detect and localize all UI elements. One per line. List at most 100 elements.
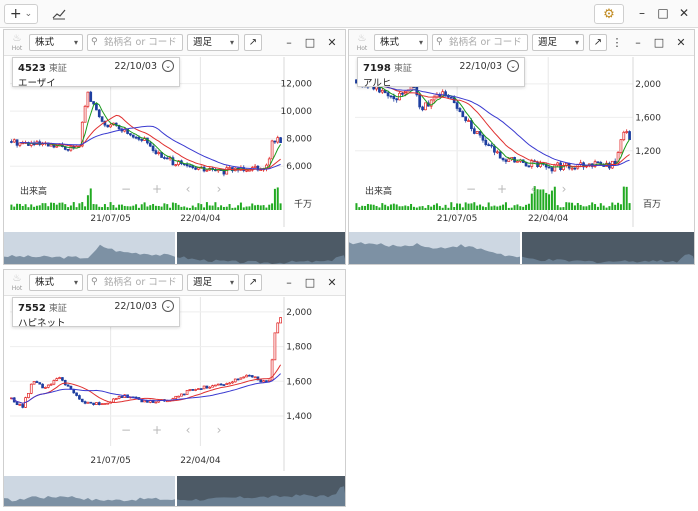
chevron-down-icon: ▾ (418, 38, 423, 47)
trend-chart-button[interactable] (48, 4, 70, 24)
type-select[interactable]: 株式 ▾ (29, 34, 83, 51)
volume-bar (548, 194, 551, 210)
candle-body (256, 165, 260, 171)
candle-body (151, 145, 155, 151)
search-input[interactable]: ⚲ 銘柄名 or コード (432, 34, 528, 51)
zoom-out-icon[interactable]: − (121, 182, 131, 196)
more-menu-button[interactable]: ⋮ (611, 36, 623, 49)
popout-button[interactable]: ↗ (589, 34, 607, 51)
chevron-left-icon[interactable]: ‹ (186, 182, 191, 196)
panel-close-button[interactable]: ✕ (676, 36, 686, 49)
panel-minimize-button[interactable]: – (286, 36, 292, 49)
candle-body (78, 395, 81, 400)
volume-bar (591, 202, 594, 210)
panel-close-button[interactable]: ✕ (327, 36, 337, 49)
panel-minimize-button[interactable]: – (286, 276, 292, 289)
volume-bar (30, 204, 33, 210)
zoom-out-icon[interactable]: − (466, 182, 476, 196)
volume-bar (33, 206, 36, 210)
chevron-down-icon[interactable]: ⌄ (162, 300, 174, 312)
panel-close-button[interactable]: ✕ (327, 276, 337, 289)
volume-bar (358, 207, 361, 210)
panel-maximize-button[interactable]: □ (653, 36, 665, 49)
volume-bar (573, 205, 576, 210)
add-chart-button[interactable]: + ⌄ (4, 4, 38, 24)
volume-bar (157, 205, 160, 210)
chevron-down-icon[interactable]: ⌄ (162, 60, 174, 72)
hot-button[interactable]: ♨ Hot (8, 273, 26, 293)
stock-date: 22/10/03 (114, 301, 157, 312)
hot-button[interactable]: ♨ Hot (8, 33, 26, 53)
volume-bar (143, 202, 146, 210)
candle-body (245, 169, 248, 172)
volume-bar (24, 204, 27, 210)
x-tick-label: 21/07/05 (437, 214, 477, 224)
candle-body (424, 102, 427, 111)
chevron-right-icon[interactable]: › (217, 182, 222, 196)
search-input[interactable]: ⚲ 銘柄名 or コード (87, 274, 183, 291)
price-chart[interactable]: 2,000 1,800 1,600 1,400 − + ‹ › 21/07/05 22/04/04 (4, 270, 346, 507)
volume-bar (248, 206, 251, 210)
volume-bar (361, 205, 364, 210)
candle-body (75, 392, 78, 396)
candle-body (100, 403, 104, 406)
type-select[interactable]: 株式 ▾ (374, 34, 428, 51)
navigator-area (349, 242, 694, 264)
volume-bar (95, 204, 98, 210)
panel-minimize-button[interactable]: – (635, 36, 641, 49)
panel-maximize-button[interactable]: □ (304, 276, 316, 289)
zoom-in-icon[interactable]: + (152, 423, 162, 437)
candle-body (32, 381, 36, 385)
chevron-right-icon[interactable]: › (217, 423, 222, 437)
candle-body (279, 317, 282, 324)
candle-body (216, 383, 220, 386)
moving-average-line (11, 373, 281, 404)
volume-bar (163, 203, 166, 210)
zoom-in-icon[interactable]: + (497, 182, 507, 196)
window-close-button[interactable]: ✕ (678, 6, 690, 20)
stock-date: 22/10/03 (459, 61, 502, 72)
zoom-out-icon[interactable]: − (121, 423, 131, 437)
hot-button[interactable]: ♨ Hot (353, 33, 371, 53)
volume-bar (539, 189, 542, 210)
type-select[interactable]: 株式 ▾ (29, 274, 83, 291)
volume-bar (412, 206, 415, 210)
chevron-left-icon[interactable]: ‹ (531, 182, 536, 196)
period-select[interactable]: 週足 ▾ (187, 34, 239, 51)
candle-body (114, 398, 118, 400)
volume-bar (254, 205, 257, 210)
volume-bar (84, 206, 87, 210)
volume-bar (50, 202, 53, 210)
candle-body (596, 161, 600, 164)
volume-bar (464, 202, 467, 210)
candle-body (267, 379, 271, 382)
candle-body (409, 86, 413, 91)
window-minimize-button[interactable]: – (639, 6, 645, 20)
candle-body (622, 131, 626, 141)
candle-body (267, 158, 271, 166)
stock-code: 7198 (363, 63, 391, 74)
candle-body (619, 139, 623, 153)
period-select[interactable]: 週足 ▾ (532, 34, 584, 51)
zoom-in-icon[interactable]: + (152, 182, 162, 196)
candle-body (117, 396, 121, 399)
chevron-down-icon[interactable]: ⌄ (507, 60, 519, 72)
search-input[interactable]: ⚲ 銘柄名 or コード (87, 34, 183, 51)
volume-bar (109, 202, 112, 210)
chevron-left-icon[interactable]: ‹ (186, 423, 191, 437)
candle-body (475, 131, 479, 134)
navigator-strip-range[interactable] (176, 232, 346, 265)
popout-button[interactable]: ↗ (244, 274, 262, 291)
volume-label: 出来高 (365, 185, 392, 197)
volume-bar (433, 204, 436, 210)
settings-button[interactable]: ⚙ (594, 4, 624, 24)
chevron-right-icon[interactable]: › (562, 182, 567, 196)
period-select[interactable]: 週足 ▾ (187, 274, 239, 291)
candle-body (15, 401, 19, 406)
popout-button[interactable]: ↗ (244, 34, 262, 51)
navigator-strip-range[interactable] (521, 232, 695, 265)
candle-body (131, 134, 135, 138)
window-maximize-button[interactable]: □ (657, 6, 669, 20)
chevron-down-icon: ⌄ (24, 9, 33, 19)
panel-maximize-button[interactable]: □ (304, 36, 316, 49)
